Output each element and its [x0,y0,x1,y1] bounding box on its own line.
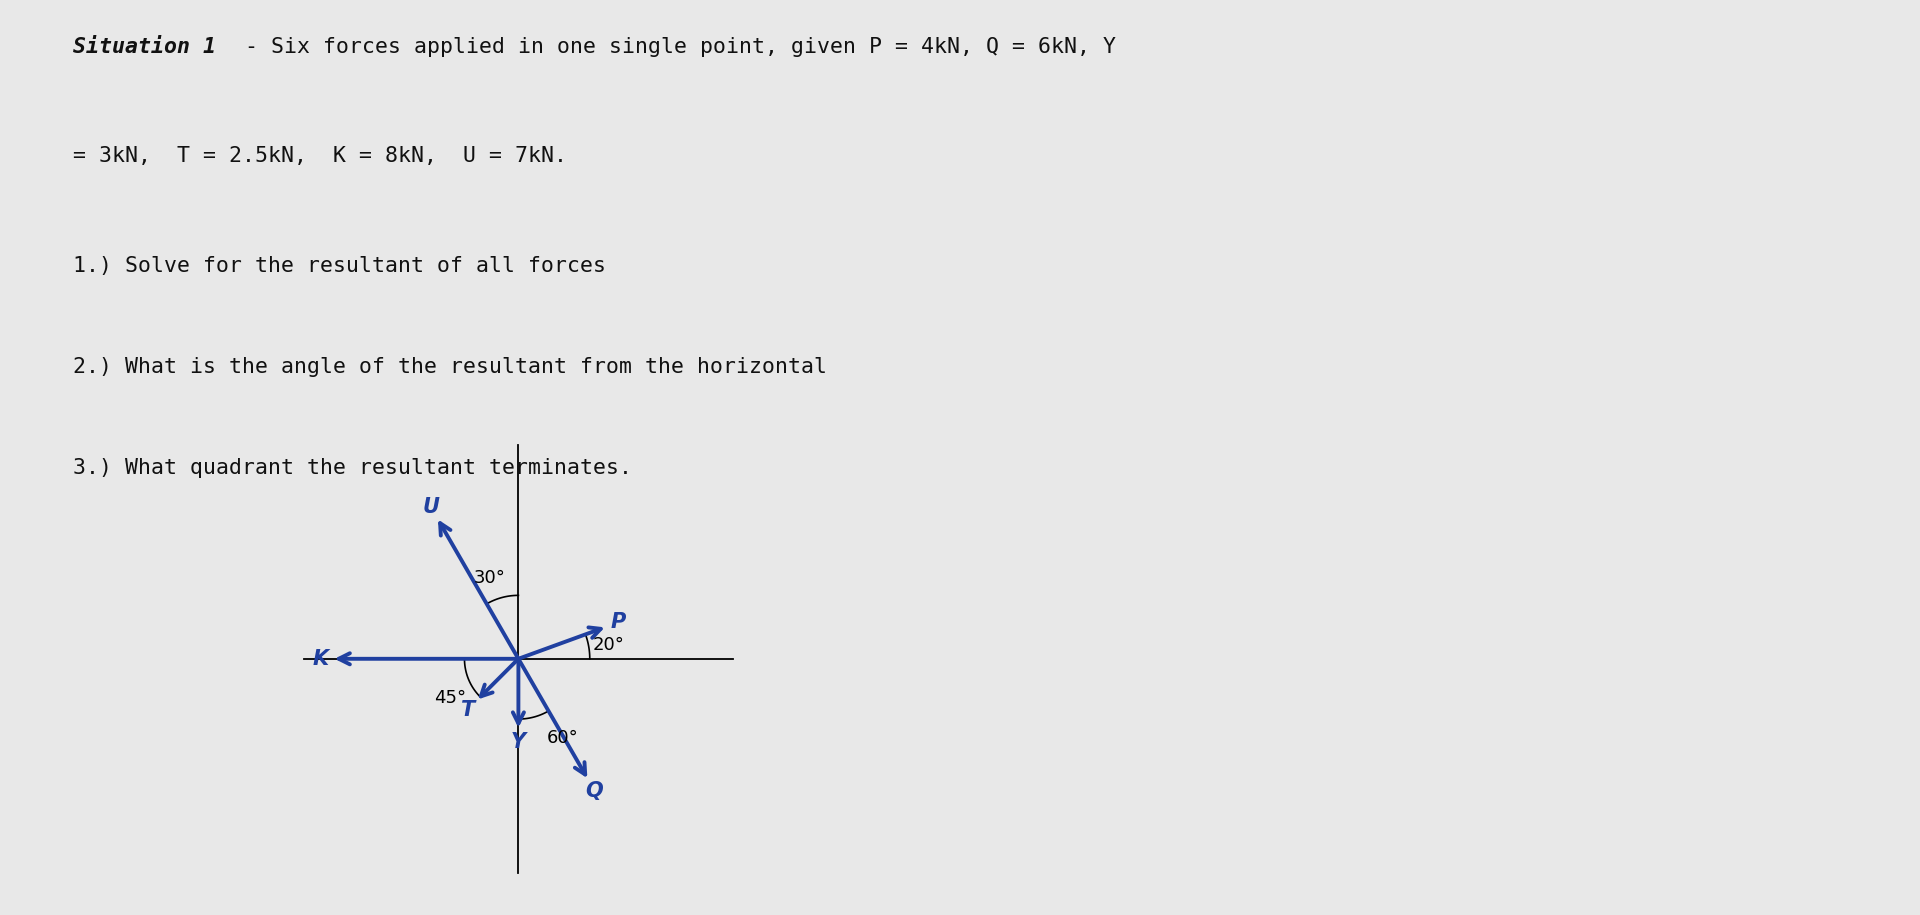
Text: 2.) What is the angle of the resultant from the horizontal: 2.) What is the angle of the resultant f… [73,357,828,377]
Text: 45°: 45° [434,689,467,707]
Text: T: T [461,700,474,719]
Text: 3.) What quadrant the resultant terminates.: 3.) What quadrant the resultant terminat… [73,458,632,478]
Text: 20°: 20° [593,636,624,653]
Text: P: P [611,612,626,632]
Text: U: U [422,497,440,517]
Text: Q: Q [586,780,603,801]
Text: Situation 1: Situation 1 [73,37,215,57]
Text: 1.) Solve for the resultant of all forces: 1.) Solve for the resultant of all force… [73,256,607,276]
Text: 30°: 30° [474,569,505,587]
Text: = 3kN,  T = 2.5kN,  K = 8kN,  U = 7kN.: = 3kN, T = 2.5kN, K = 8kN, U = 7kN. [73,146,566,167]
Text: Y: Y [511,732,526,752]
Text: K: K [313,649,328,669]
Text: 60°: 60° [547,729,578,748]
Text: - Six forces applied in one single point, given P = 4kN, Q = 6kN, Y: - Six forces applied in one single point… [232,37,1116,57]
